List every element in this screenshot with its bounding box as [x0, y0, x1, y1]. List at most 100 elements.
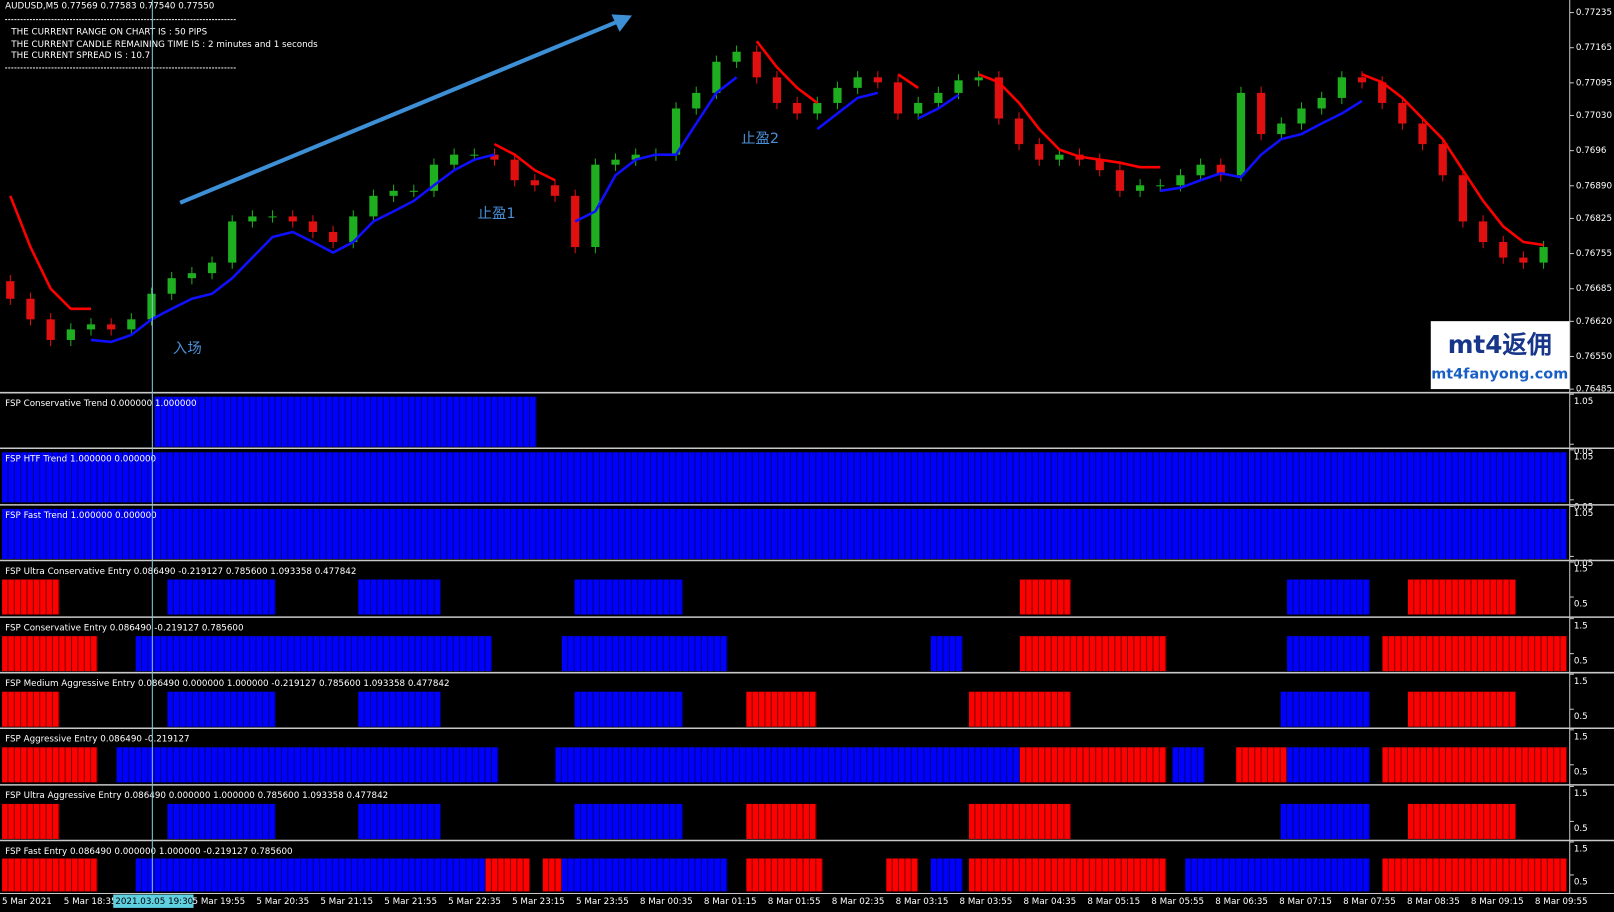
price-label: 0.77030 — [1576, 111, 1612, 121]
candle-body — [66, 329, 75, 340]
panel-tick-label: 0.05 — [1574, 503, 1593, 513]
candle-body — [1297, 108, 1306, 124]
watermark-url: mt4fanyong.com — [1431, 367, 1568, 383]
time-label: 5 Mar 23:15 — [512, 897, 565, 907]
panel-tick-label: 0.5 — [1574, 824, 1588, 834]
bar-stripes — [1185, 858, 1370, 892]
candle-body — [26, 298, 35, 320]
panel-tick-label: 1.5 — [1574, 733, 1588, 743]
panel-tick-label: 0.05 — [1574, 559, 1593, 569]
bar-stripes — [1287, 636, 1370, 672]
candle-body — [107, 324, 116, 330]
candle-body — [187, 273, 196, 279]
time-label: 8 Mar 00:35 — [640, 897, 693, 907]
annotation: 入场 — [173, 340, 202, 357]
candle-body — [692, 92, 701, 109]
price-label: 0.76620 — [1576, 317, 1612, 327]
bar-stripes — [1236, 747, 1288, 783]
candle-body — [86, 324, 96, 330]
candle-body — [1236, 92, 1246, 176]
panel-title: FSP Fast Entry 0.086490 0.000000 1.00000… — [5, 847, 292, 857]
bar-stripes — [2, 803, 60, 839]
candle-body — [470, 154, 479, 156]
candle-body — [914, 102, 923, 114]
bar-stripes — [358, 579, 441, 615]
bar-stripes — [968, 691, 1071, 727]
time-label: 5 Mar 18:35 — [64, 897, 117, 907]
bar-stripes — [1382, 636, 1567, 672]
time-label: 8 Mar 03:55 — [960, 897, 1013, 907]
candle-body — [1014, 118, 1024, 145]
candle-body — [1458, 175, 1468, 222]
bar-stripes — [746, 691, 817, 727]
candle-body — [1035, 144, 1044, 160]
candle-body — [591, 164, 600, 248]
candle-body — [450, 154, 459, 165]
bar-stripes — [574, 803, 683, 839]
annotation: 止盈2 — [741, 130, 779, 147]
bar-stripes — [1407, 579, 1517, 615]
bar-stripes — [167, 691, 276, 727]
candle-body — [833, 87, 842, 103]
time-label: 8 Mar 03:15 — [896, 897, 949, 907]
panel-title: FSP Conservative Trend 0.000000 1.000000 — [5, 399, 196, 409]
candle-body — [772, 77, 782, 103]
time-label: 8 Mar 07:55 — [1343, 897, 1396, 907]
panel-tick-label: 1.5 — [1574, 621, 1588, 631]
price-label: 0.76825 — [1576, 214, 1612, 224]
time-label: 8 Mar 04:35 — [1023, 897, 1076, 907]
panel-title: FSP Medium Aggressive Entry 0.086490 0.0… — [5, 679, 449, 689]
panel-title: FSP Ultra Conservative Entry 0.086490 -0… — [5, 567, 356, 577]
candle-body — [1156, 185, 1165, 187]
candle-body — [1277, 123, 1286, 135]
time-label: 8 Mar 02:35 — [832, 897, 885, 907]
price-label: 0.76485 — [1576, 385, 1612, 395]
candle-body — [369, 195, 378, 217]
candle-body — [328, 231, 338, 243]
panel-tick-label: 0.5 — [1574, 768, 1588, 778]
candle-body — [1317, 97, 1326, 109]
bar-stripes — [1407, 803, 1517, 839]
candle-body — [1378, 82, 1387, 103]
bar-stripes — [542, 858, 562, 892]
bar-stripes — [930, 636, 963, 672]
price-label: 0.76550 — [1576, 352, 1612, 362]
bar-stripes — [746, 803, 817, 839]
bar-stripes — [358, 803, 441, 839]
candle-body — [1216, 164, 1225, 176]
time-label: 5 Mar 2021 — [2, 897, 52, 907]
candle-body — [1196, 164, 1205, 176]
time-label: 8 Mar 09:15 — [1471, 897, 1524, 907]
candle-body — [248, 216, 257, 222]
panel-title: FSP HTF Trend 1.000000 0.000000 — [5, 455, 156, 465]
panel-tick-label: 1.5 — [1574, 845, 1588, 855]
price-label: 0.77235 — [1576, 8, 1612, 18]
info-line: THE CURRENT RANGE ON CHART IS : 50 PIPS — [10, 27, 207, 37]
watermark-logo: mt4返佣 — [1448, 330, 1552, 359]
panel-tick-label: 1.05 — [1574, 453, 1593, 463]
time-label: 8 Mar 05:55 — [1151, 897, 1204, 907]
candle-body — [1095, 159, 1104, 171]
bar-stripes — [930, 858, 963, 892]
candle-body — [288, 216, 297, 222]
indicator-line — [90, 76, 1363, 344]
candle-body — [550, 185, 560, 196]
bar-stripes — [2, 691, 60, 727]
panel-tick-label: 1.5 — [1574, 789, 1588, 799]
bar-stripes — [1382, 747, 1567, 783]
time-label: 8 Mar 09:55 — [1535, 897, 1588, 907]
candle-body — [167, 278, 176, 294]
candle-body — [349, 216, 358, 243]
time-label: 8 Mar 08:35 — [1407, 897, 1460, 907]
bar-stripes — [968, 858, 1167, 892]
candle-body — [671, 108, 681, 155]
panel-tick-label: 1.5 — [1574, 677, 1588, 687]
time-label: 8 Mar 01:15 — [704, 897, 757, 907]
crosshair-time-box — [113, 894, 194, 908]
bar-stripes — [485, 858, 531, 892]
bar-stripes — [1019, 579, 1071, 615]
candle-body — [429, 164, 439, 191]
time-label: 8 Mar 06:35 — [1215, 897, 1268, 907]
